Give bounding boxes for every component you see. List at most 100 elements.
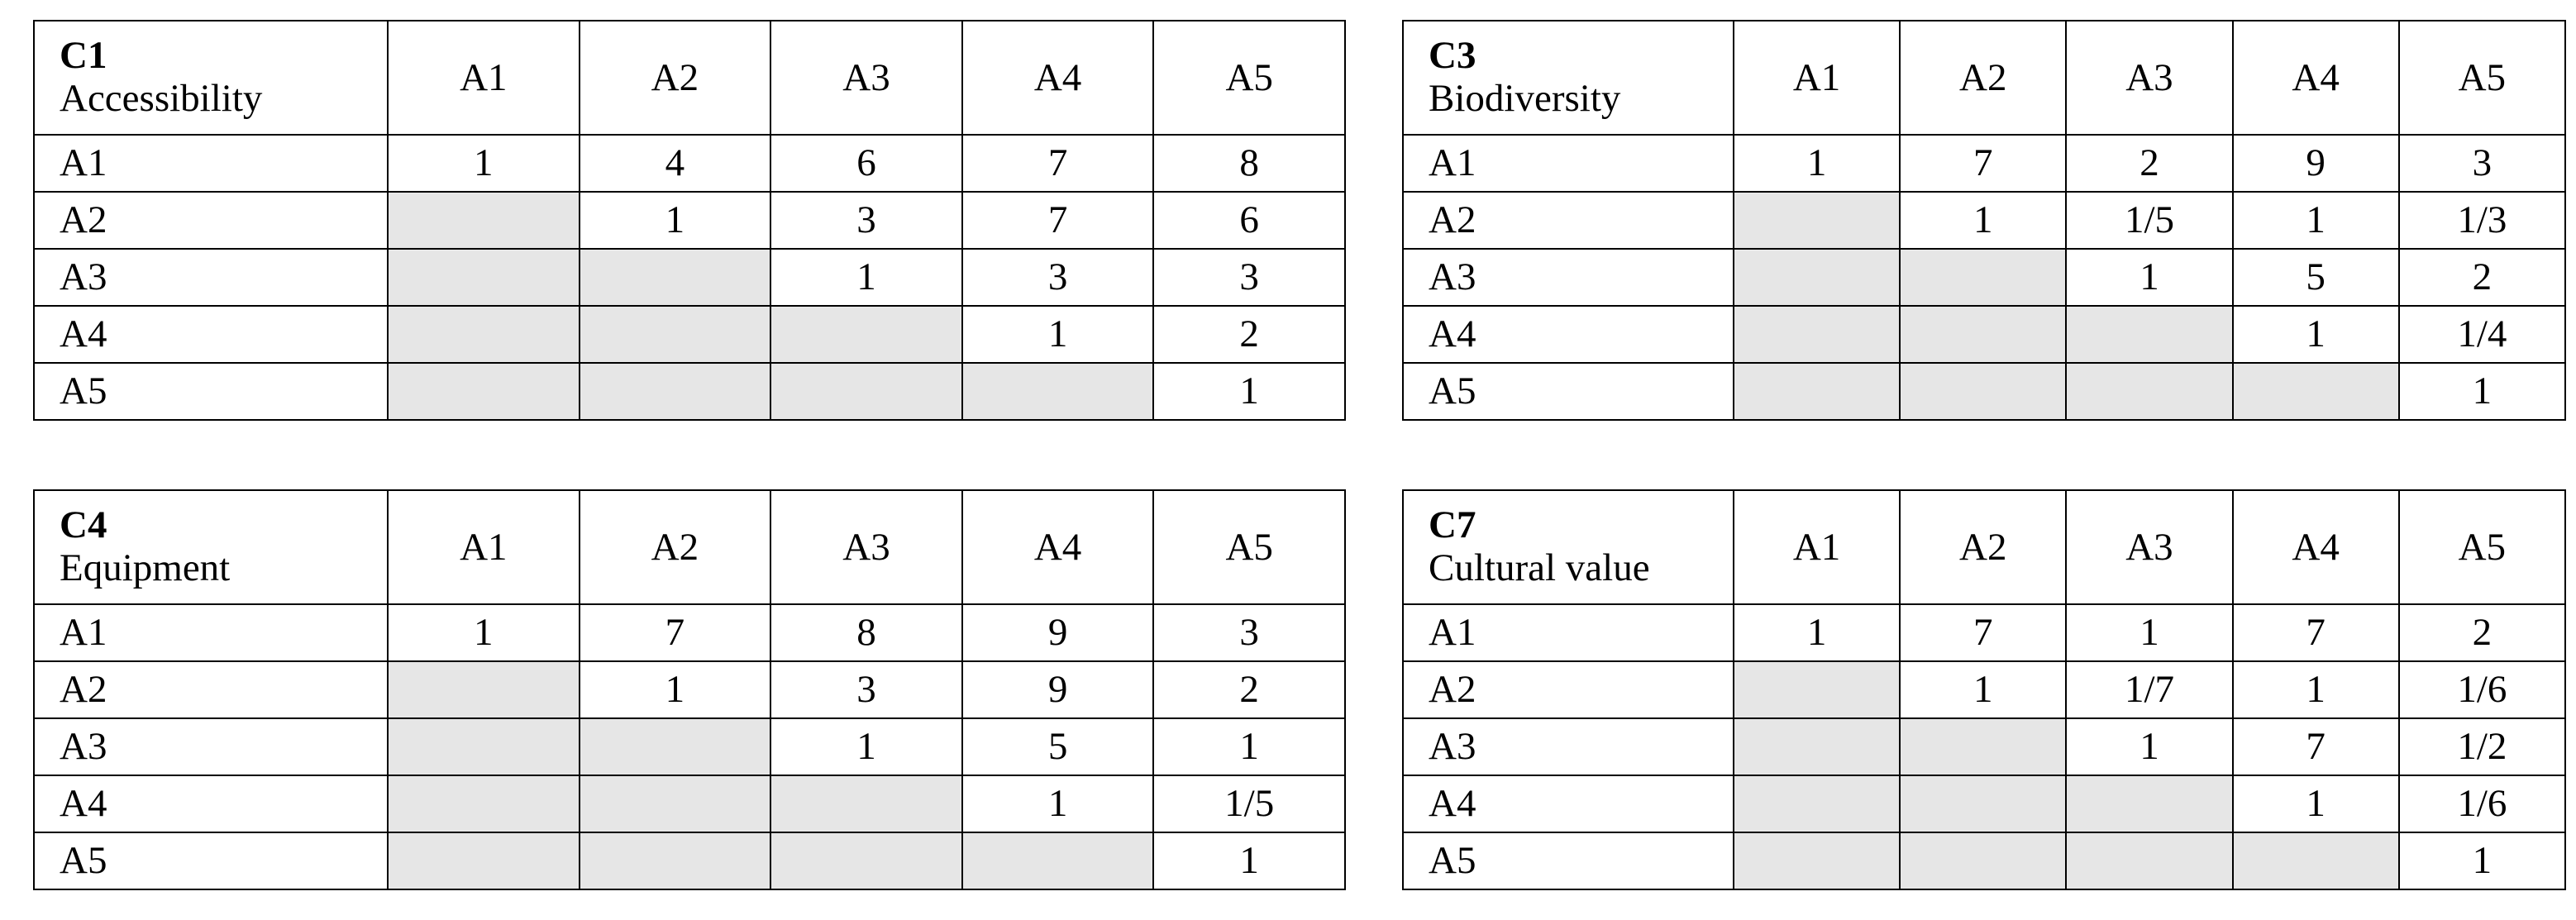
- criterion-code: C4: [60, 503, 107, 547]
- column-header: A3: [770, 20, 963, 136]
- value-cell: 3: [961, 248, 1155, 307]
- column-header: A5: [1152, 20, 1346, 136]
- value-cell: 1: [2231, 660, 2400, 719]
- row-label: A3: [1402, 248, 1734, 307]
- column-header: A5: [1152, 489, 1346, 605]
- column-header: A5: [2397, 20, 2566, 136]
- empty-cell: [770, 305, 963, 364]
- empty-cell: [1732, 305, 1901, 364]
- empty-cell: [770, 775, 963, 833]
- value-cell: 1: [1152, 832, 1346, 890]
- value-cell: 1: [1152, 362, 1346, 421]
- data-row: A1 1 7 1 7 2: [1402, 603, 2566, 662]
- column-header: A2: [1899, 489, 2068, 605]
- value-cell: 1: [1732, 134, 1901, 193]
- data-row: A5 1: [33, 362, 1346, 421]
- value-cell: 7: [578, 603, 772, 662]
- matrix-table: C1 Accessibility A1 A2 A3 A4 A5 A1 1 4 6 7 8 A2 1 3 7 6 A3…: [33, 20, 1346, 421]
- value-cell: 1: [770, 717, 963, 776]
- data-row: A3 1 5 1: [33, 717, 1346, 776]
- empty-cell: [2065, 832, 2234, 890]
- column-header: A1: [387, 489, 580, 605]
- data-row: A1 1 7 2 9 3: [1402, 134, 2566, 193]
- empty-cell: [578, 717, 772, 776]
- value-cell: 2: [1152, 305, 1346, 364]
- value-cell: 1: [2231, 305, 2400, 364]
- value-cell: 8: [770, 603, 963, 662]
- data-row: A4 1 1/6: [1402, 775, 2566, 833]
- criterion-name: Biodiversity: [1429, 77, 1621, 120]
- empty-cell: [1899, 305, 2068, 364]
- value-cell: 2: [1152, 660, 1346, 719]
- data-row: A4 1 1/4: [1402, 305, 2566, 364]
- empty-cell: [1899, 248, 2068, 307]
- empty-cell: [1899, 832, 2068, 890]
- row-label: A5: [1402, 362, 1734, 421]
- value-cell: 1/6: [2397, 775, 2566, 833]
- empty-cell: [578, 775, 772, 833]
- value-cell: 1/4: [2397, 305, 2566, 364]
- value-cell: 3: [770, 660, 963, 719]
- empty-cell: [770, 832, 963, 890]
- data-row: A5 1: [1402, 362, 2566, 421]
- header-row: C7 Cultural value A1 A2 A3 A4 A5: [1402, 489, 2566, 605]
- criterion-code: C7: [1429, 503, 1476, 547]
- row-label: A2: [1402, 191, 1734, 250]
- data-row: A2 1 3 7 6: [33, 191, 1346, 250]
- empty-cell: [2065, 362, 2234, 421]
- column-header: A4: [2231, 20, 2400, 136]
- empty-cell: [578, 832, 772, 890]
- column-header: A3: [2065, 489, 2234, 605]
- value-cell: 1: [961, 305, 1155, 364]
- value-cell: 1: [1152, 717, 1346, 776]
- value-cell: 6: [770, 134, 963, 193]
- column-header: A1: [387, 20, 580, 136]
- row-label: A2: [1402, 660, 1734, 719]
- value-cell: 3: [1152, 603, 1346, 662]
- column-header: A4: [961, 20, 1155, 136]
- value-cell: 7: [961, 134, 1155, 193]
- row-label: A1: [1402, 134, 1734, 193]
- criterion-code: C1: [60, 34, 107, 78]
- header-row: C3 Biodiversity A1 A2 A3 A4 A5: [1402, 20, 2566, 136]
- value-cell: 5: [961, 717, 1155, 776]
- header-row: C1 Accessibility A1 A2 A3 A4 A5: [33, 20, 1346, 136]
- value-cell: 5: [2231, 248, 2400, 307]
- value-cell: 9: [961, 603, 1155, 662]
- value-cell: 2: [2065, 134, 2234, 193]
- value-cell: 1: [578, 660, 772, 719]
- criterion-name: Cultural value: [1429, 546, 1650, 589]
- value-cell: 2: [2397, 603, 2566, 662]
- empty-cell: [2065, 775, 2234, 833]
- value-cell: 6: [1152, 191, 1346, 250]
- empty-cell: [387, 775, 580, 833]
- value-cell: 1/7: [2065, 660, 2234, 719]
- data-row: A1 1 4 6 7 8: [33, 134, 1346, 193]
- column-header: A5: [2397, 489, 2566, 605]
- value-cell: 1: [2397, 362, 2566, 421]
- value-cell: 7: [1899, 603, 2068, 662]
- value-cell: 2: [2397, 248, 2566, 307]
- value-cell: 7: [2231, 603, 2400, 662]
- empty-cell: [387, 362, 580, 421]
- value-cell: 1: [2231, 775, 2400, 833]
- value-cell: 1: [387, 603, 580, 662]
- column-header: A3: [2065, 20, 2234, 136]
- data-row: A3 1 3 3: [33, 248, 1346, 307]
- empty-cell: [578, 305, 772, 364]
- value-cell: 1/2: [2397, 717, 2566, 776]
- value-cell: 9: [961, 660, 1155, 719]
- value-cell: 9: [2231, 134, 2400, 193]
- criterion-name: Accessibility: [60, 77, 263, 120]
- value-cell: 1: [2065, 248, 2234, 307]
- empty-cell: [961, 362, 1155, 421]
- value-cell: 1/5: [2065, 191, 2234, 250]
- value-cell: 7: [961, 191, 1155, 250]
- empty-cell: [2065, 305, 2234, 364]
- empty-cell: [1732, 717, 1901, 776]
- value-cell: 1: [387, 134, 580, 193]
- value-cell: 1: [2065, 717, 2234, 776]
- value-cell: 1: [961, 775, 1155, 833]
- column-header: A2: [578, 20, 772, 136]
